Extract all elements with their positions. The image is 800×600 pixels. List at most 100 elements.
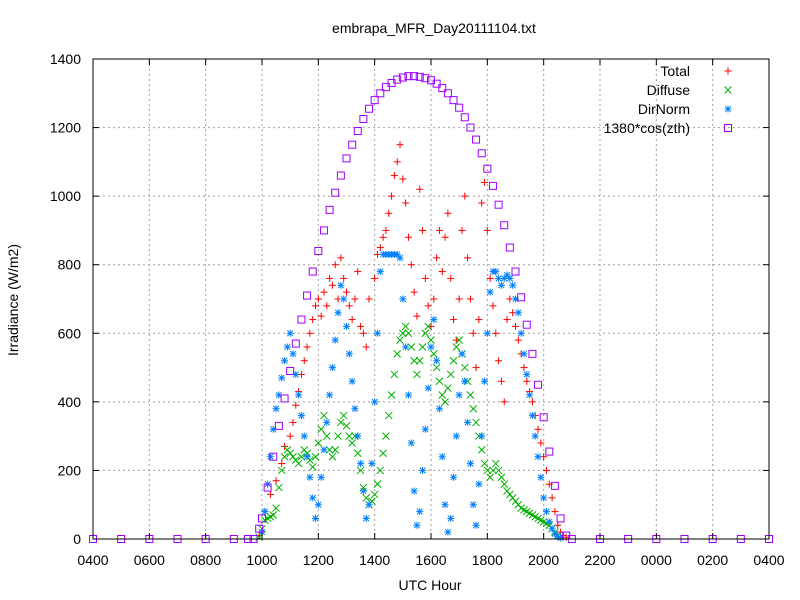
data-point	[430, 295, 438, 303]
data-point	[466, 123, 475, 132]
data-point	[413, 370, 421, 379]
data-point	[542, 466, 550, 474]
data-point	[539, 413, 548, 422]
data-point	[545, 518, 553, 526]
data-point	[435, 405, 443, 413]
data-point	[478, 432, 486, 440]
data-point	[500, 398, 508, 406]
data-point	[326, 274, 334, 282]
data-point	[356, 466, 365, 475]
data-point	[444, 209, 452, 217]
data-point	[357, 322, 365, 330]
data-point	[404, 391, 412, 399]
data-point	[416, 508, 424, 516]
data-point	[345, 302, 353, 310]
x-tick-label: 0800	[190, 552, 221, 568]
data-point	[263, 483, 272, 492]
data-point	[291, 339, 300, 348]
data-point	[362, 343, 370, 351]
x-tick-label: 0600	[134, 552, 165, 568]
data-point	[477, 446, 486, 454]
data-point	[384, 411, 393, 420]
data-point	[449, 356, 458, 365]
data-point	[277, 466, 286, 475]
plot-area	[89, 72, 773, 543]
data-point	[368, 460, 376, 468]
data-point	[421, 274, 429, 282]
data-point	[432, 363, 441, 372]
data-point	[314, 247, 323, 255]
data-point	[297, 315, 306, 324]
data-point	[331, 446, 340, 454]
data-point	[466, 460, 474, 468]
data-point	[303, 343, 311, 351]
data-point	[486, 473, 495, 482]
data-point	[325, 205, 334, 214]
data-point	[390, 172, 398, 180]
data-point	[464, 254, 472, 262]
data-point	[450, 473, 458, 481]
data-point	[382, 226, 390, 234]
data-point	[388, 192, 396, 200]
data-point	[497, 281, 505, 289]
data-point	[312, 302, 320, 310]
data-point	[523, 377, 531, 385]
data-point	[334, 432, 342, 440]
data-point	[348, 439, 356, 447]
data-point	[292, 401, 300, 409]
data-point	[348, 140, 357, 149]
data-point	[540, 494, 548, 502]
data-point	[359, 115, 368, 123]
data-point	[534, 453, 542, 461]
data-point	[272, 477, 280, 485]
data-point	[430, 316, 438, 324]
data-point	[280, 452, 289, 461]
data-point	[306, 329, 314, 337]
data-point	[410, 356, 418, 365]
data-point	[427, 343, 435, 351]
data-point	[379, 233, 387, 241]
data-point	[314, 501, 322, 509]
data-point	[528, 349, 537, 358]
data-point	[472, 135, 481, 144]
x-tick-label: 1600	[415, 552, 446, 568]
data-point	[339, 411, 348, 420]
data-point	[297, 452, 306, 461]
data-point	[407, 261, 415, 269]
x-tick-label: 0400	[77, 552, 108, 568]
x-tick-label: 2000	[528, 552, 559, 568]
data-point	[312, 514, 320, 522]
data-point	[376, 466, 385, 475]
data-point	[258, 514, 266, 523]
series-3	[89, 72, 773, 543]
legend-marker	[724, 86, 732, 94]
data-point	[303, 291, 312, 300]
data-point	[328, 452, 337, 461]
data-point	[500, 221, 509, 230]
legend-label: DirNorm	[638, 101, 690, 117]
data-point	[354, 268, 362, 276]
y-axis: 0 200 400 600 800 1000 1200 1400	[50, 51, 769, 547]
data-point	[336, 171, 345, 180]
data-point	[444, 384, 452, 392]
data-point	[421, 425, 429, 433]
chart-title: embrapa_MFR_Day20111104.txt	[332, 20, 536, 36]
data-point	[255, 524, 264, 533]
data-point	[398, 73, 407, 82]
data-point	[550, 481, 559, 490]
data-point	[325, 446, 334, 454]
data-point	[359, 487, 367, 495]
data-point	[402, 343, 410, 351]
data-point	[433, 357, 441, 365]
data-point	[396, 336, 404, 344]
y-tick-label: 0	[73, 531, 81, 547]
data-point	[393, 75, 402, 84]
y-tick-label: 400	[58, 394, 82, 410]
data-point	[419, 466, 427, 474]
data-point	[526, 391, 534, 399]
data-point	[407, 343, 416, 351]
data-point	[342, 154, 351, 163]
data-point	[402, 199, 410, 207]
data-point	[452, 343, 461, 351]
data-point	[478, 199, 486, 207]
